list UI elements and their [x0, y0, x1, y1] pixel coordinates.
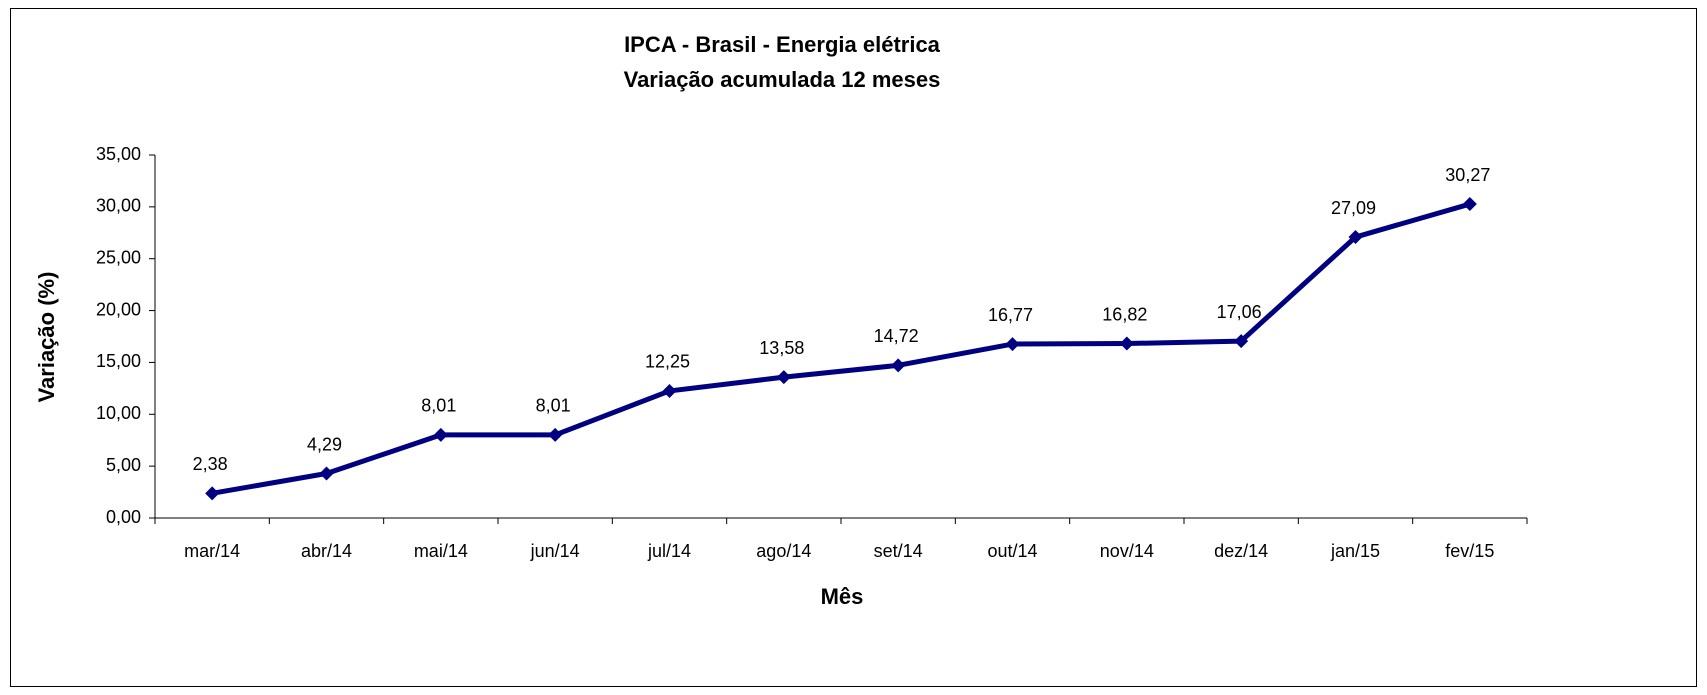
x-tick-label: jul/14 — [647, 541, 691, 561]
y-tick-label: 35,00 — [96, 144, 141, 164]
data-point — [1005, 337, 1020, 352]
data-label: 16,77 — [988, 305, 1033, 325]
x-tick-label: jan/15 — [1330, 541, 1380, 561]
data-label: 30,27 — [1445, 165, 1490, 185]
data-point — [1119, 336, 1134, 351]
data-point — [1462, 197, 1477, 212]
x-axis-label: Mês — [821, 584, 864, 609]
data-label: 17,06 — [1217, 302, 1262, 322]
data-point — [1234, 334, 1249, 349]
y-tick-label: 5,00 — [106, 455, 141, 475]
x-tick-label: out/14 — [987, 541, 1037, 561]
data-label: 13,58 — [759, 338, 804, 358]
data-point — [548, 427, 563, 442]
y-axis-label: Variação (%) — [34, 272, 59, 403]
y-tick-label: 30,00 — [96, 196, 141, 216]
x-tick-label: dez/14 — [1214, 541, 1268, 561]
data-label: 27,09 — [1331, 198, 1376, 218]
x-tick-label: mai/14 — [414, 541, 468, 561]
data-label: 16,82 — [1102, 304, 1147, 324]
data-label: 2,38 — [193, 454, 228, 474]
x-tick-label: ago/14 — [756, 541, 811, 561]
data-label: 8,01 — [421, 396, 456, 416]
chart-subtitle: Variação acumulada 12 meses — [624, 67, 941, 92]
y-tick-label: 10,00 — [96, 403, 141, 423]
data-point — [1348, 230, 1363, 245]
y-tick-label: 15,00 — [96, 351, 141, 371]
y-tick-label: 0,00 — [106, 507, 141, 527]
data-label: 14,72 — [874, 326, 919, 346]
data-point — [776, 370, 791, 385]
data-line — [211, 201, 1471, 496]
data-point — [662, 383, 677, 398]
data-point — [319, 466, 334, 481]
y-tick-label: 25,00 — [96, 247, 141, 267]
x-tick-label: set/14 — [874, 541, 923, 561]
data-point — [891, 358, 906, 373]
y-tick-label: 20,00 — [96, 299, 141, 319]
x-tick-label: abr/14 — [301, 541, 352, 561]
data-point — [205, 486, 220, 501]
data-label: 8,01 — [536, 396, 571, 416]
chart-border — [10, 8, 1697, 687]
chart-title: IPCA - Brasil - Energia elétrica — [624, 32, 941, 57]
x-tick-label: jun/14 — [530, 541, 580, 561]
x-tick-label: fev/15 — [1445, 541, 1494, 561]
x-tick-label: nov/14 — [1100, 541, 1154, 561]
data-label: 12,25 — [645, 352, 690, 372]
data-point — [433, 427, 448, 442]
data-label: 4,29 — [307, 434, 342, 454]
x-tick-label: mar/14 — [184, 541, 240, 561]
